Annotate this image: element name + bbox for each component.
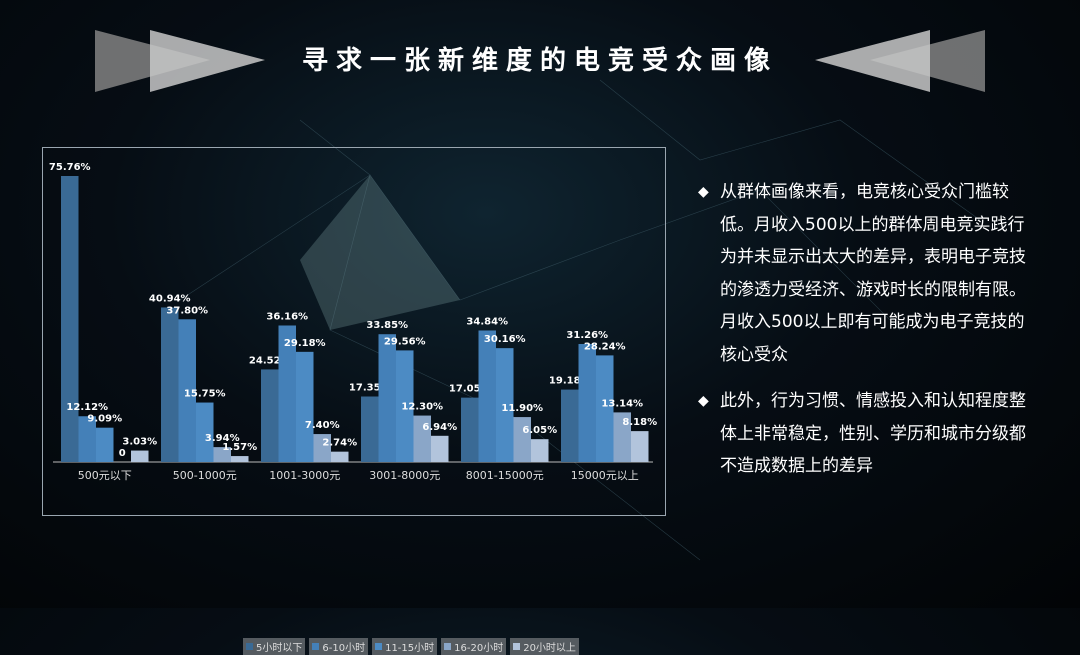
data-label: 19.18% — [549, 376, 591, 387]
bar — [231, 456, 249, 462]
data-label: 12.12% — [66, 402, 108, 413]
data-label: 37.80% — [166, 305, 208, 316]
data-label: 12.30% — [401, 402, 443, 413]
page-title: 寻求一张新维度的电竞受众画像 — [301, 46, 778, 76]
background-decoration — [95, 30, 985, 561]
legend-item: 11-15小时 — [372, 638, 438, 655]
bar — [578, 343, 596, 462]
data-label: 3.03% — [122, 437, 157, 448]
data-label: 9.09% — [87, 414, 122, 425]
bar — [331, 451, 349, 462]
data-label: 15.75% — [184, 389, 226, 400]
bar — [531, 439, 549, 462]
bullet-item: ◆ 此外，行为习惯、情感投入和认知程度整体上非常稳定，性别、学历和城市分级都不造成… — [698, 385, 1038, 483]
x-tick-label: 8001-15000元 — [466, 469, 544, 482]
diamond-bullet-icon: ◆ — [698, 184, 709, 200]
legend-item: 16-20小时 — [441, 638, 507, 655]
bullet-item: ◆ 从群体画像来看，电竞核心受众门槛较低。月收入500以上的群体周电竞实践行为并未… — [698, 176, 1038, 371]
legend-label: 11-15小时 — [385, 643, 435, 654]
bar — [278, 325, 296, 462]
bar — [478, 330, 496, 462]
bar — [178, 319, 196, 462]
bar — [196, 402, 214, 462]
bar — [296, 351, 314, 462]
legend-item: 20小时以上 — [510, 638, 579, 655]
data-label: 6.94% — [422, 422, 457, 433]
chart-legend: 5小时以下 6-10小时 11-15小时 16-20小时 20小时以上 — [243, 638, 579, 655]
x-tick-label: 15000元以上 — [571, 469, 639, 482]
legend-label: 6-10小时 — [322, 643, 366, 654]
data-label: 40.94% — [149, 293, 191, 304]
bar — [131, 450, 149, 462]
data-label: 2.74% — [322, 438, 357, 449]
bar — [513, 417, 531, 462]
bar-chart: 75.76% 12.12%9.09% 03.03% 500元以下 40.94%37.80… — [49, 162, 657, 482]
diamond-bullet-icon: ◆ — [698, 393, 709, 409]
data-label: 24.52% — [249, 355, 291, 366]
bar — [161, 307, 179, 462]
chart-panel: 75.76% 12.12% 9.09% 0 3.03% 500元以下 40.94% 37.80… — [42, 147, 666, 655]
data-label: 34.84% — [466, 316, 508, 327]
bullet-list: ◆ 从群体画像来看，电竞核心受众门槛较低。月收入500以上的群体周电竞实践行为并未… — [698, 176, 1038, 497]
data-label: 30.16% — [484, 334, 526, 345]
bar — [213, 447, 231, 462]
bar — [78, 416, 96, 462]
legend-label: 5小时以下 — [256, 643, 303, 654]
data-label: 31.26% — [566, 330, 608, 341]
data-label: 7.40% — [305, 420, 340, 431]
bar — [261, 369, 279, 462]
left-triangle-decoration — [150, 30, 265, 92]
data-label: 28.24% — [584, 341, 626, 352]
legend-swatch — [312, 643, 320, 650]
right-triangle-decoration — [815, 30, 930, 92]
data-label: 29.56% — [384, 336, 426, 347]
data-label: 17.05% — [449, 384, 491, 395]
data-label: 36.16% — [266, 311, 308, 322]
data-label: 11.90% — [501, 403, 543, 414]
data-label: 8.18% — [622, 417, 657, 428]
legend-item: 6-10小时 — [309, 638, 369, 655]
crystal-shape — [300, 175, 460, 330]
bar — [613, 412, 631, 462]
data-label: 1.57% — [222, 442, 257, 453]
data-label: 0 — [119, 448, 126, 459]
legend-swatch — [246, 643, 253, 650]
data-label: 33.85% — [366, 320, 408, 331]
legend-swatch — [375, 643, 383, 650]
bar — [61, 176, 79, 462]
legend-swatch — [444, 643, 452, 650]
bar — [96, 427, 114, 462]
x-tick-label: 500元以下 — [78, 469, 132, 482]
data-label: 13.14% — [601, 398, 643, 409]
data-label: 17.35% — [349, 383, 391, 394]
bar — [461, 397, 479, 462]
x-tick-label: 500-1000元 — [173, 469, 237, 482]
bar — [378, 334, 396, 462]
legend-swatch — [513, 643, 521, 650]
legend-label: 16-20小时 — [454, 643, 504, 654]
data-label: 3.94% — [205, 433, 240, 444]
bar — [361, 396, 379, 462]
bullet-text: 从群体画像来看，电竞核心受众门槛较低。月收入500以上的群体周电竞实践行为并未显… — [720, 182, 1026, 365]
bar — [431, 435, 449, 462]
data-label: 6.05% — [522, 425, 557, 436]
legend-item: 5小时以下 — [243, 638, 306, 655]
bar — [413, 415, 431, 462]
bar — [561, 389, 579, 462]
bar — [596, 355, 614, 462]
bar — [631, 431, 649, 462]
bar — [396, 350, 414, 462]
bullet-text: 此外，行为习惯、情感投入和认知程度整体上非常稳定，性别、学历和城市分级都不造成数… — [720, 391, 1026, 476]
legend-label: 20小时以上 — [523, 643, 576, 654]
x-tick-label: 1001-3000元 — [269, 469, 340, 482]
x-tick-label: 3001-8000元 — [369, 469, 440, 482]
data-label: 29.18% — [284, 338, 326, 349]
bar — [496, 348, 514, 462]
bar — [313, 434, 331, 462]
data-label: 75.76% — [49, 162, 91, 173]
